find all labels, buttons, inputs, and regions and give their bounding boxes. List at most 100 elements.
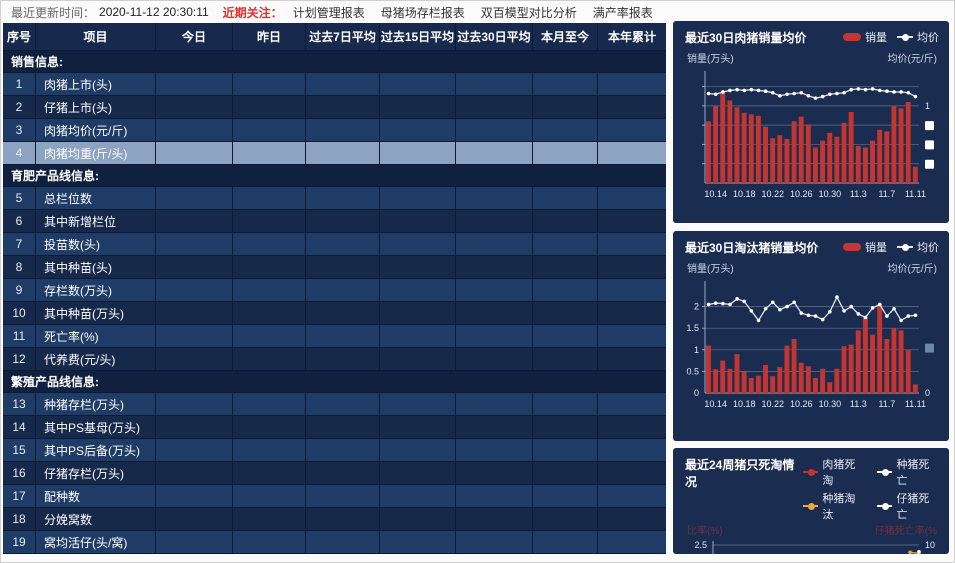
- row-label: 分娩窝数: [36, 508, 156, 531]
- redacted-value-cell: [533, 302, 598, 325]
- redacted-value-cell: [533, 256, 598, 279]
- svg-text:10.26: 10.26: [790, 189, 813, 199]
- table-row[interactable]: 12 代养费(元/头): [3, 348, 666, 371]
- svg-text:10.30: 10.30: [819, 189, 842, 199]
- redacted-axis-label: [925, 121, 934, 131]
- svg-text:11.11: 11.11: [905, 189, 926, 199]
- table-row[interactable]: 5 总栏位数: [3, 187, 666, 210]
- legend-label: 仔猪死亡: [896, 493, 930, 521]
- redacted-value-cell: [156, 233, 233, 256]
- row-number: 12: [3, 348, 36, 371]
- redacted-value-cell: [533, 279, 598, 302]
- redacted-value-cell: [233, 96, 306, 119]
- redacted-value-cell: [598, 187, 666, 210]
- row-number: 5: [3, 187, 36, 210]
- redacted-value-cell: [456, 142, 533, 165]
- redacted-value-cell: [456, 485, 533, 508]
- nav-link-plan-report[interactable]: 计划管理报表: [292, 5, 365, 20]
- panel2-yaxis-right-unit: 均价(元/斤): [887, 264, 937, 275]
- svg-text:2: 2: [694, 302, 699, 312]
- table-row[interactable]: 16 仔猪存栏(万头): [3, 462, 666, 485]
- redacted-value-cell: [456, 210, 533, 233]
- legend-item[interactable]: 肉猪死淘: [802, 456, 865, 488]
- table-row[interactable]: 14 其中PS基母(万头): [3, 416, 666, 439]
- redacted-value-cell: [380, 233, 456, 256]
- table-row[interactable]: 17 配种数: [3, 485, 666, 508]
- redacted-value-cell: [380, 142, 456, 165]
- redacted-value-cell: [533, 233, 598, 256]
- table-row[interactable]: 18 分娩窝数: [3, 508, 666, 531]
- table-row[interactable]: 6 其中新增栏位: [3, 210, 666, 233]
- svg-text:0: 0: [925, 388, 930, 398]
- legend-item[interactable]: 种猪死亡: [876, 456, 939, 488]
- price-line: [708, 88, 916, 99]
- price-legend-marker: [897, 243, 913, 251]
- updated-time-value: 2020-11-12 20:30:11: [99, 5, 209, 19]
- redacted-value-cell: [156, 256, 233, 279]
- row-label: 种猪存栏(万头): [36, 393, 156, 416]
- row-label: 其中种苗(万头): [36, 302, 156, 325]
- panel2-yaxis-left-unit: 销量(万头): [687, 264, 734, 275]
- table-row[interactable]: 3 肉猪均价(元/斤): [3, 119, 666, 142]
- redacted-value-cell: [533, 96, 598, 119]
- redacted-value-cell: [598, 393, 666, 416]
- row-number: 10: [3, 302, 36, 325]
- nav-link-model-compare[interactable]: 双百模型对比分析: [480, 5, 577, 20]
- table-row[interactable]: 7 投苗数(头): [3, 233, 666, 256]
- redacted-value-cell: [533, 142, 598, 165]
- redacted-value-cell: [380, 96, 456, 119]
- price-legend-label: 均价: [917, 32, 939, 44]
- table-row[interactable]: 11 死亡率(%): [3, 325, 666, 348]
- table-row[interactable]: 13 种猪存栏(万头): [3, 393, 666, 416]
- redacted-value-cell: [233, 325, 306, 348]
- redacted-value-cell: [306, 210, 380, 233]
- pig-sales-price-chart: 10.14 10.18 10.22 10.26 10.30 11.3 11.7 11.11 1: [702, 71, 934, 199]
- svg-text:10: 10: [925, 540, 935, 550]
- table-row[interactable]: 19 窝均活仔(头/窝): [3, 531, 666, 554]
- table-row[interactable]: 4 肉猪均重(斤/头): [3, 142, 666, 165]
- nav-link-capacity-report[interactable]: 满产率报表: [592, 5, 653, 20]
- table-row[interactable]: 15 其中PS后备(万头): [3, 439, 666, 462]
- row-number: 11: [3, 325, 36, 348]
- section-header: 繁殖产品线信息:: [3, 371, 666, 393]
- redacted-value-cell: [306, 233, 380, 256]
- redacted-value-cell: [456, 96, 533, 119]
- column-header: 过去15日平均: [380, 23, 456, 51]
- redacted-value-cell: [598, 279, 666, 302]
- redacted-value-cell: [306, 439, 380, 462]
- price-legend-label: 均价: [917, 242, 939, 254]
- row-number: 2: [3, 96, 36, 119]
- svg-text:11.3: 11.3: [850, 189, 867, 199]
- panel-death-cull-weekly: 最近24周猪只死淘情况 肉猪死淘 种猪死亡 种猪淘汰 仔猪死亡 比率(%) 仔猪死亡率…: [673, 448, 949, 554]
- redacted-value-cell: [598, 508, 666, 531]
- redacted-value-cell: [456, 348, 533, 371]
- table-row[interactable]: 8 其中种苗(头): [3, 256, 666, 279]
- row-number: 3: [3, 119, 36, 142]
- table-row[interactable]: 1 肉猪上市(头): [3, 73, 666, 96]
- legend-item[interactable]: 仔猪死亡: [876, 490, 939, 522]
- nav-link-sow-farm-report[interactable]: 母猪场存栏报表: [380, 5, 465, 20]
- redacted-value-cell: [306, 462, 380, 485]
- column-header: 昨日: [233, 23, 306, 51]
- redacted-value-cell: [598, 119, 666, 142]
- redacted-value-cell: [533, 531, 598, 554]
- row-label: 其中种苗(头): [36, 256, 156, 279]
- legend-label: 种猪淘汰: [822, 493, 856, 521]
- recent-focus-label: 近期关注：: [222, 5, 283, 20]
- redacted-value-cell: [156, 210, 233, 233]
- redacted-value-cell: [233, 416, 306, 439]
- redacted-value-cell: [156, 348, 233, 371]
- column-header: 项目: [36, 23, 156, 51]
- panel2-title: 最近30日淘汰猪销量均价: [685, 241, 819, 255]
- redacted-value-cell: [533, 187, 598, 210]
- table-row[interactable]: 10 其中种苗(万头): [3, 302, 666, 325]
- table-row[interactable]: 2 仔猪上市(头): [3, 96, 666, 119]
- redacted-value-cell: [306, 508, 380, 531]
- svg-text:10.30: 10.30: [819, 399, 842, 409]
- redacted-value-cell: [306, 531, 380, 554]
- panel-pig-sales-price: 最近30日肉猪销量均价 销量 均价 销量(万头) 均价(元/斤) 10.14 10…: [673, 21, 949, 223]
- table-row[interactable]: 9 存栏数(万头): [3, 279, 666, 302]
- legend-item[interactable]: 种猪淘汰: [802, 490, 865, 522]
- svg-text:11.7: 11.7: [878, 189, 895, 199]
- redacted-value-cell: [380, 439, 456, 462]
